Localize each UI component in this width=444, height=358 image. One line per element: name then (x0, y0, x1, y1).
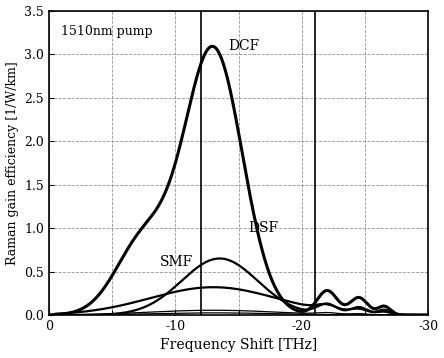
Text: SMF: SMF (160, 255, 194, 269)
Text: DSF: DSF (249, 221, 279, 236)
X-axis label: Frequency Shift [THz]: Frequency Shift [THz] (160, 338, 317, 352)
Y-axis label: Raman gain efficiency [1/W/km]: Raman gain efficiency [1/W/km] (6, 61, 19, 265)
Text: DCF: DCF (229, 39, 260, 53)
Text: 1510nm pump: 1510nm pump (62, 25, 153, 38)
